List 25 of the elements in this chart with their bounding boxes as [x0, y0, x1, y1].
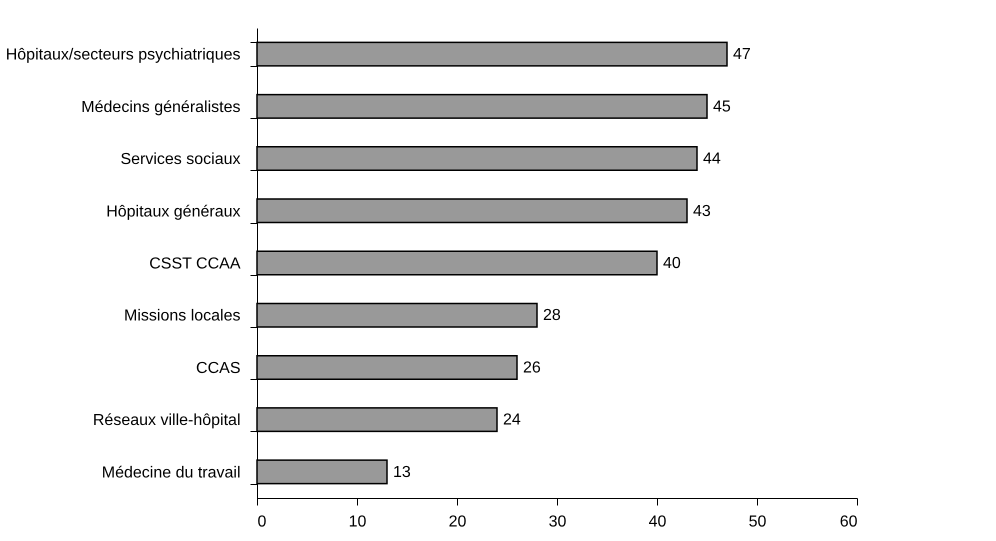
data-label: 47 — [733, 46, 751, 64]
y-tick-label: Réseaux ville-hôpital — [92, 412, 240, 430]
y-tick-label: CSST CCAA — [149, 256, 241, 272]
x-tick-label: 30 — [548, 514, 566, 530]
data-label: 44 — [703, 150, 721, 168]
x-tick-label: 20 — [448, 514, 466, 530]
data-label: 24 — [503, 412, 521, 429]
x-tick-label: 40 — [648, 514, 666, 530]
x-tick-label: 50 — [748, 514, 766, 530]
x-tick-label: 60 — [840, 514, 858, 530]
x-tick-label: 0 — [258, 514, 266, 530]
y-tick-label: Médecine du travail — [102, 464, 240, 482]
y-tick-label: Hôpitaux généraux — [106, 203, 240, 220]
y-tick-label: Hôpitaux/secteurs psychiatriques — [6, 46, 240, 64]
y-tick-label: CCAS — [196, 360, 240, 377]
data-label: 40 — [663, 255, 681, 272]
y-tick-label: Médecins généralistes — [81, 98, 240, 116]
y-tick-label: Missions locales — [124, 308, 240, 325]
data-label: 26 — [523, 359, 541, 376]
data-label: 28 — [543, 307, 561, 324]
x-tick-label: 10 — [348, 514, 366, 530]
data-label: 45 — [713, 98, 731, 116]
data-label: 43 — [693, 202, 711, 220]
y-tick-label: Services sociaux — [120, 151, 240, 168]
data-label: 13 — [393, 464, 411, 481]
